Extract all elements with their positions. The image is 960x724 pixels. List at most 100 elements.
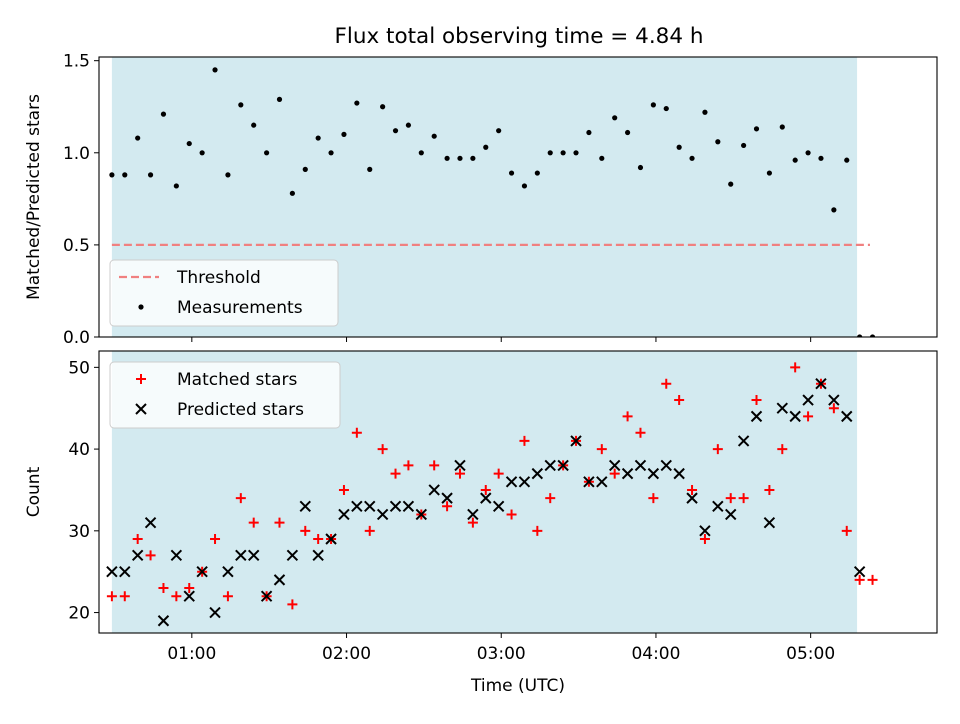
matched-star-point <box>609 468 620 479</box>
matched-star-point <box>480 484 491 495</box>
measurement-point <box>367 166 373 172</box>
measurement-point <box>599 155 605 161</box>
measurement-point <box>869 334 876 337</box>
measurement-point <box>289 190 295 196</box>
measurement-point <box>663 105 669 112</box>
predicted-star-point <box>131 549 144 562</box>
measurement-point <box>534 170 540 176</box>
predicted-star-point <box>183 590 195 602</box>
predicted-star-point <box>841 410 853 423</box>
predicted-star-point <box>518 476 531 488</box>
matched-star-point <box>790 362 801 373</box>
predicted-star-point <box>286 549 299 562</box>
panel0-y-tick-label: 0.5 <box>63 236 90 256</box>
matched-star-point <box>764 484 775 495</box>
measurement-point <box>753 126 760 132</box>
legend-measurement-marker <box>138 304 144 310</box>
measurement-point <box>147 172 154 178</box>
predicted-star-point <box>621 467 634 480</box>
predicted-star-point <box>209 606 221 619</box>
predicted-star-point <box>699 525 711 537</box>
predicted-star-point <box>583 476 595 488</box>
predicted-star-point <box>402 500 415 513</box>
bottom-panel: 20 30 40 50 01:00 02:00 03:00 04:00 05:00 Count Ti… <box>24 350 938 696</box>
matched-star-point <box>751 395 762 406</box>
top-panel: 0.0 0.5 1.0 1.5 Matched/Predicted stars Thres… <box>24 52 938 348</box>
matched-star-point <box>828 403 839 414</box>
measurement-point <box>521 183 528 189</box>
matched-star-point <box>506 509 517 520</box>
measurement-point <box>508 170 515 176</box>
measurement-point <box>792 157 798 163</box>
measurement-point <box>676 144 682 150</box>
measurement-point <box>341 131 347 137</box>
measurement-point <box>431 133 437 139</box>
predicted-star-point <box>660 459 672 472</box>
matched-star-point <box>699 534 710 544</box>
predicted-star-point <box>144 516 157 529</box>
predicted-star-point <box>467 508 479 521</box>
measurement-point <box>844 157 850 163</box>
predicted-star-point <box>248 549 260 562</box>
matched-star-point <box>687 484 698 495</box>
measurement-point <box>173 183 179 189</box>
predicted-star-point <box>725 508 737 521</box>
measurement-point <box>728 181 734 187</box>
measurement-point <box>470 155 476 161</box>
predicted-star-point <box>686 492 698 504</box>
predicted-star-point <box>415 508 428 521</box>
matched-star-point <box>184 583 195 594</box>
matched-star-point <box>467 517 478 528</box>
measurement-point <box>547 150 553 156</box>
panel0-legend: Threshold Measurements <box>109 259 339 327</box>
panel0-plot-area <box>109 67 876 337</box>
matched-star-point <box>132 534 143 544</box>
matched-star-point <box>429 460 440 471</box>
predicted-star-point <box>647 467 660 480</box>
measurement-point <box>109 172 115 178</box>
matched-star-point <box>596 444 607 455</box>
measurement-point <box>689 155 695 161</box>
measurement-point <box>805 150 811 156</box>
measurement-point <box>418 150 424 156</box>
panel1-legend-label: Predicted stars <box>177 400 304 420</box>
matched-star-point <box>442 501 453 512</box>
measurement-point <box>135 135 141 141</box>
panel0-y-tick-label: 1.5 <box>63 52 90 72</box>
measurement-point <box>818 155 824 161</box>
measurement-point <box>328 150 334 156</box>
legend-predicted-marker <box>135 403 147 415</box>
measurement-point <box>612 115 618 121</box>
measurement-point <box>741 142 747 149</box>
panel0-y-axis-label: Matched/Predicted stars <box>24 94 44 300</box>
measurement-point <box>354 100 360 106</box>
predicted-star-point <box>505 476 518 488</box>
predicted-star-point <box>492 500 505 513</box>
matched-star-point <box>777 444 788 455</box>
matched-star-point <box>403 460 414 471</box>
predicted-star-point <box>170 549 183 562</box>
predicted-star-point <box>789 410 801 423</box>
matched-star-point <box>841 525 852 536</box>
measurement-point <box>122 172 128 178</box>
matched-star-point <box>867 574 878 585</box>
measurement-point <box>831 207 837 213</box>
predicted-star-point <box>119 565 131 578</box>
predicted-star-point <box>106 565 118 578</box>
predicted-star-point <box>737 435 750 447</box>
predicted-star-point <box>570 435 582 447</box>
matched-star-point <box>145 550 156 561</box>
matched-star-point <box>313 534 324 544</box>
panel1-y-tick-label: 20 <box>68 604 90 624</box>
measurement-point <box>225 172 231 178</box>
predicted-star-point <box>544 459 556 472</box>
measurement-point <box>212 67 218 73</box>
panel1-legend-box <box>109 361 341 429</box>
predicted-star-point <box>389 500 402 513</box>
panel1-legend-label: Matched stars <box>177 370 297 390</box>
matched-star-point <box>854 574 865 585</box>
measurement-point <box>315 135 321 141</box>
matched-star-point <box>106 591 117 602</box>
matched-star-point <box>274 517 285 528</box>
matched-star-point <box>300 525 311 536</box>
